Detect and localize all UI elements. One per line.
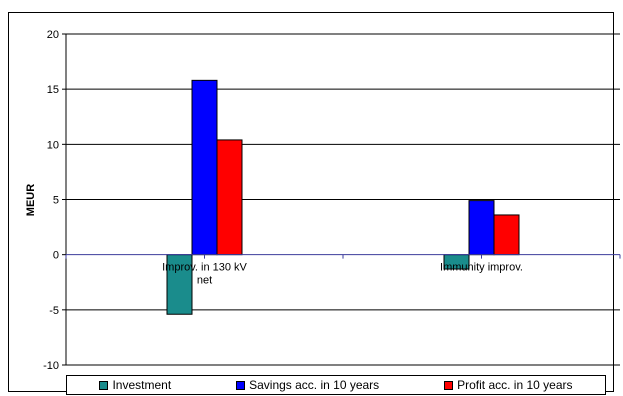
y-axis-label: MEUR <box>25 184 37 216</box>
legend: Investment Savings acc. in 10 years Profit… <box>66 375 606 395</box>
chart-area <box>8 12 614 392</box>
zero-line <box>65 254 621 259</box>
legend-swatch <box>444 380 454 390</box>
category-label-line: Improv. in 130 kV <box>162 262 247 274</box>
bars <box>166 79 520 315</box>
category-labels: Improv. in 130 kV net Immunity improv. <box>162 262 523 287</box>
legend-swatch <box>99 380 109 390</box>
y-tick-label: 5 <box>53 195 59 207</box>
y-tick-label: 15 <box>47 84 59 96</box>
legend-label: Profit acc. in 10 years <box>457 378 573 392</box>
category-label-line: Immunity improv. <box>440 262 523 274</box>
y-tick-label: -10 <box>43 360 59 372</box>
category-label: Immunity improv. <box>440 262 523 274</box>
legend-item: Investment <box>99 378 171 392</box>
legend-swatch <box>236 380 246 390</box>
gridlines <box>66 33 620 366</box>
y-axis: -10 -5 0 5 10 15 20 <box>43 29 67 372</box>
y-tick-label: 0 <box>53 250 59 262</box>
legend-item: Profit acc. in 10 years <box>444 378 573 392</box>
category-label: Improv. in 130 kV net <box>162 262 247 287</box>
legend-label: Savings acc. in 10 years <box>249 378 380 392</box>
bar <box>493 214 520 256</box>
y-tick-label: 10 <box>47 139 59 151</box>
bar <box>191 79 218 256</box>
bar <box>468 200 495 256</box>
bar <box>216 139 243 256</box>
legend-item: Savings acc. in 10 years <box>236 378 379 392</box>
legend-label: Investment <box>112 378 172 392</box>
category-label-line: net <box>197 275 212 287</box>
bar <box>166 254 193 315</box>
y-tick-label: -5 <box>49 305 59 317</box>
y-tick-label: 20 <box>47 29 59 41</box>
